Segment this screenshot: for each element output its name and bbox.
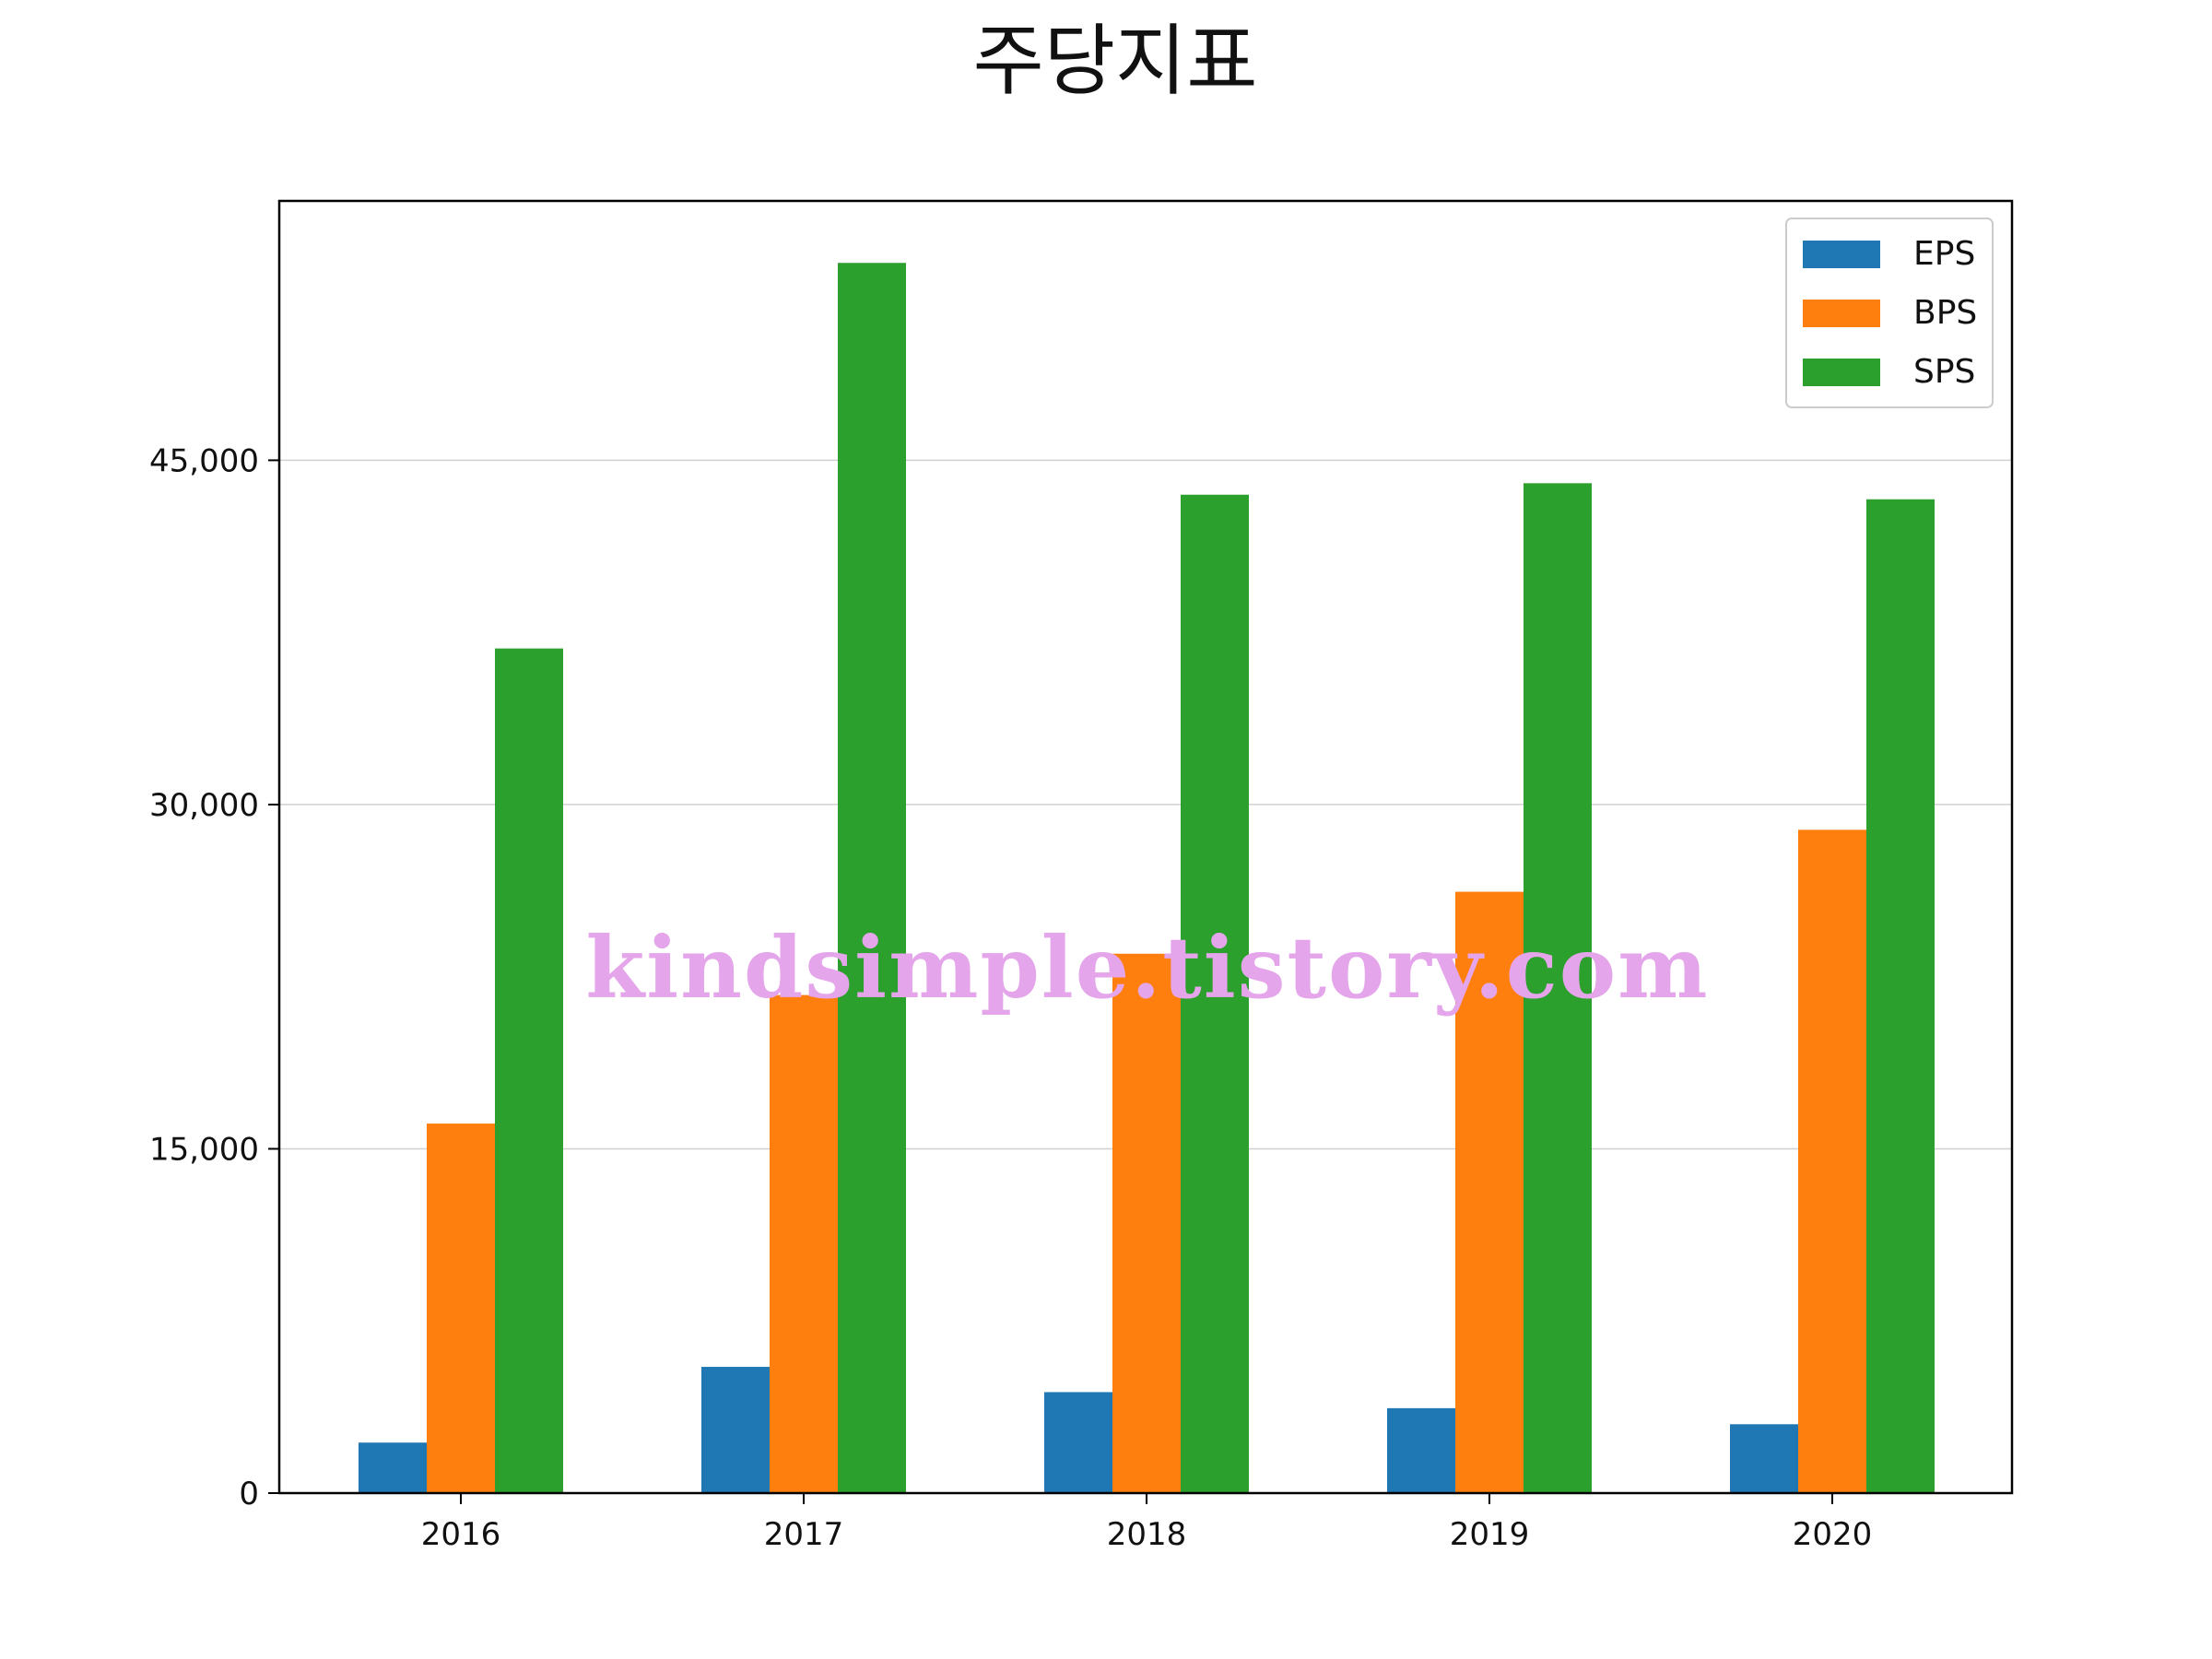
bar-bps-2019 — [1455, 891, 1524, 1493]
bar-eps-2018 — [1044, 1392, 1112, 1493]
y-axis: 0 15,000 30,000 45,000 — [149, 442, 279, 1512]
y-tick-label: 15,000 — [149, 1131, 259, 1168]
bar-sps-2016 — [495, 648, 563, 1493]
bar-bps-2017 — [770, 994, 838, 1493]
bar-bps-2020 — [1798, 830, 1866, 1493]
y-tick-label: 0 — [239, 1476, 259, 1512]
bar-sps-2018 — [1181, 494, 1249, 1494]
x-tick-label: 2016 — [421, 1516, 501, 1553]
x-tick-label: 2017 — [764, 1516, 844, 1553]
legend-label-eps: EPS — [1913, 235, 1975, 273]
bars — [359, 263, 1935, 1494]
bar-eps-2017 — [701, 1367, 770, 1493]
legend-label-bps: BPS — [1913, 294, 1977, 332]
y-tick-label: 45,000 — [149, 442, 259, 479]
legend-swatch-sps — [1803, 359, 1880, 386]
bar-sps-2020 — [1866, 499, 1935, 1494]
legend-label-sps: SPS — [1913, 353, 1975, 391]
bar-sps-2019 — [1524, 483, 1592, 1494]
bar-bps-2018 — [1112, 953, 1181, 1493]
bar-eps-2019 — [1387, 1407, 1455, 1493]
legend-swatch-bps — [1803, 300, 1880, 327]
x-axis: 2016 2017 2018 2019 2020 — [421, 1493, 1873, 1553]
legend-swatch-eps — [1803, 241, 1880, 268]
watermark: kindsimple.tistory.com — [585, 918, 1709, 1018]
x-tick-label: 2018 — [1107, 1516, 1187, 1553]
x-tick-label: 2019 — [1450, 1516, 1530, 1553]
x-tick-label: 2020 — [1793, 1516, 1873, 1553]
bar-bps-2016 — [427, 1124, 495, 1493]
chart-title: 주당지표 — [972, 16, 1257, 106]
bar-eps-2020 — [1730, 1424, 1798, 1493]
y-tick-label: 30,000 — [149, 787, 259, 824]
legend: EPS BPS SPS — [1785, 218, 1994, 408]
bar-sps-2017 — [838, 263, 906, 1494]
bar-eps-2016 — [359, 1442, 427, 1493]
